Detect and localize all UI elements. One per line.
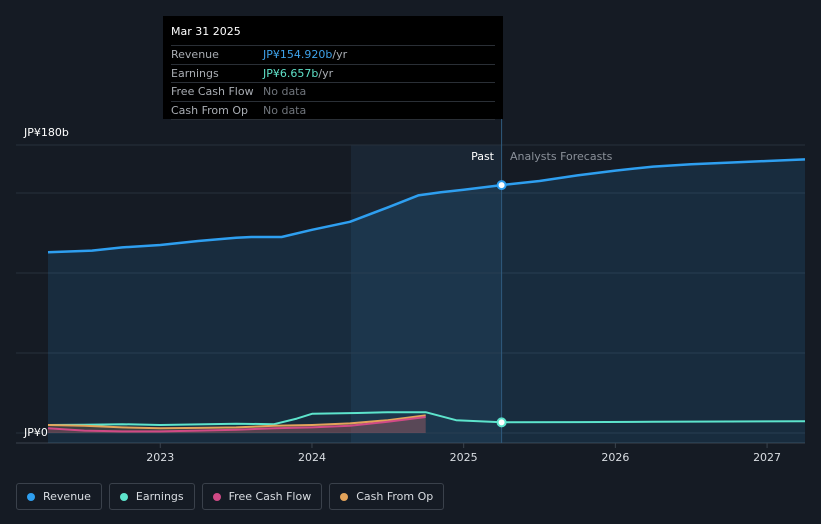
- legend-label: Free Cash Flow: [228, 490, 312, 503]
- legend-item-cash-from-op[interactable]: Cash From Op: [329, 483, 445, 510]
- tooltip-unit: /yr: [318, 66, 334, 80]
- x-tick-label: 2024: [298, 451, 326, 464]
- fcf-line: [47, 416, 426, 433]
- tooltip-value: No data: [263, 85, 307, 98]
- legend-label: Revenue: [43, 490, 91, 503]
- legend-dot-icon: [119, 492, 128, 501]
- legend-dot-icon: [27, 492, 35, 501]
- y-tick-label-top: JP¥180b: [23, 126, 69, 139]
- cfo-line: [47, 414, 426, 430]
- series-lines: [47, 158, 806, 433]
- forecast-label: Analysts Forecasts: [510, 150, 613, 163]
- fcf-area: [48, 417, 426, 433]
- revenue-area: [48, 159, 805, 443]
- tooltip-label: Free Cash Flow: [171, 85, 254, 98]
- highlight-markers: [496, 180, 507, 428]
- legend-dot-icon: [340, 492, 349, 501]
- earnings-line: [47, 411, 806, 426]
- x-tick-label: 2023: [146, 451, 174, 464]
- legend-label: Earnings: [135, 490, 184, 503]
- tooltip-date: Mar 31 2025: [171, 25, 241, 38]
- past-label: Past: [471, 150, 495, 163]
- tooltip-label: Cash From Op: [171, 103, 249, 117]
- tooltip-row-fcf: Free Cash Flow No data: [171, 82, 495, 101]
- x-tick-label: 2026: [601, 451, 629, 464]
- tooltip-label: Earnings: [171, 66, 219, 80]
- legend: Revenue Earnings Free Cash Flow Cash Fro…: [16, 483, 451, 510]
- legend-item-revenue[interactable]: Revenue: [16, 483, 102, 510]
- tooltip-row-cfo: Cash From Op No data: [171, 100, 495, 120]
- tooltip-value: No data: [263, 103, 307, 117]
- x-tick-label: 2027: [753, 451, 781, 464]
- gridlines: [16, 144, 805, 444]
- legend-label: Cash From Op: [356, 490, 434, 503]
- legend-item-free-cash-flow[interactable]: Free Cash Flow: [201, 483, 323, 510]
- revenue-line: [47, 158, 806, 254]
- legend-dot-icon: [212, 492, 221, 501]
- legend-item-earnings[interactable]: Earnings: [108, 483, 195, 510]
- x-axis: 2023 2024 2025 2026 2027: [146, 443, 781, 464]
- tooltip-value: JP¥154.920b: [263, 48, 333, 61]
- tooltip-label: Revenue: [171, 48, 219, 61]
- earnings-highlight-dot: [496, 417, 507, 428]
- tooltip-value: JP¥6.657b: [263, 66, 319, 80]
- x-tick-label: 2025: [450, 451, 478, 464]
- tooltip-row-earnings: Earnings JP¥6.657b /yr: [171, 63, 495, 83]
- series-areas: [48, 159, 805, 443]
- tooltip: Mar 31 2025 Revenue JP¥154.920b /yr Earn…: [163, 16, 503, 120]
- tooltip-unit: /yr: [332, 48, 348, 61]
- y-tick-label-bottom: JP¥0: [23, 426, 48, 439]
- revenue-highlight-dot: [496, 180, 507, 191]
- tooltip-row-revenue: Revenue JP¥154.920b /yr: [171, 45, 495, 64]
